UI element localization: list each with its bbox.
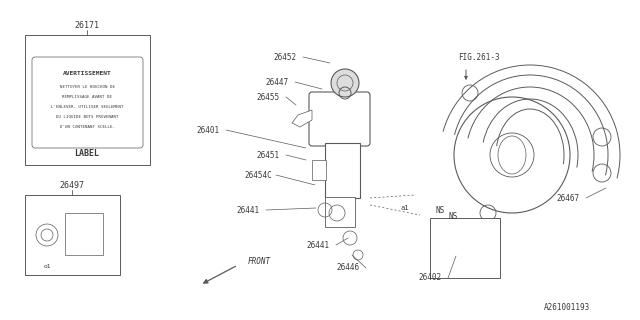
Text: NS: NS — [435, 205, 444, 214]
Text: LABEL: LABEL — [74, 148, 99, 157]
Text: 26402: 26402 — [419, 274, 442, 283]
Text: A261001193: A261001193 — [544, 303, 590, 313]
Text: FIG.261-3: FIG.261-3 — [458, 52, 500, 61]
Text: 26451: 26451 — [257, 150, 280, 159]
Text: 26441: 26441 — [236, 205, 260, 214]
FancyBboxPatch shape — [32, 57, 143, 148]
Text: 26446: 26446 — [337, 263, 360, 273]
Text: 26452: 26452 — [273, 52, 296, 61]
Text: L'ENLEVER. UTILISER SEULEMENT: L'ENLEVER. UTILISER SEULEMENT — [51, 105, 124, 109]
Text: FRONT: FRONT — [248, 257, 271, 266]
Bar — [25, 35, 150, 165]
Text: 26447: 26447 — [266, 77, 289, 86]
Text: NS: NS — [448, 212, 457, 220]
Bar — [430, 218, 500, 278]
Text: o1: o1 — [44, 265, 51, 269]
Polygon shape — [292, 110, 312, 127]
Bar — [312, 160, 326, 180]
Text: DU LIQUIDE BOTS PROVENANT: DU LIQUIDE BOTS PROVENANT — [56, 115, 118, 119]
Bar — [325, 143, 360, 198]
Text: NETTOYER LE BOUCHON DE: NETTOYER LE BOUCHON DE — [60, 85, 115, 89]
Text: REMPLISSAGE AVANT DE: REMPLISSAGE AVANT DE — [62, 95, 112, 99]
Text: 26401: 26401 — [196, 125, 220, 134]
Circle shape — [331, 69, 359, 97]
Text: 26455: 26455 — [257, 92, 280, 101]
Text: 26441: 26441 — [307, 241, 330, 250]
FancyBboxPatch shape — [309, 92, 370, 146]
Bar — [25, 195, 120, 275]
Bar — [65, 213, 103, 255]
Text: 26497: 26497 — [60, 180, 84, 189]
Text: D'UN CONTENANT SCELLE.: D'UN CONTENANT SCELLE. — [60, 125, 115, 129]
Text: 26454C: 26454C — [244, 171, 272, 180]
Bar — [325, 197, 355, 227]
Text: 26171: 26171 — [74, 20, 99, 29]
Text: a1: a1 — [401, 205, 409, 211]
Text: 26467: 26467 — [556, 194, 580, 203]
Text: AVERTISSEMENT: AVERTISSEMENT — [63, 70, 111, 76]
